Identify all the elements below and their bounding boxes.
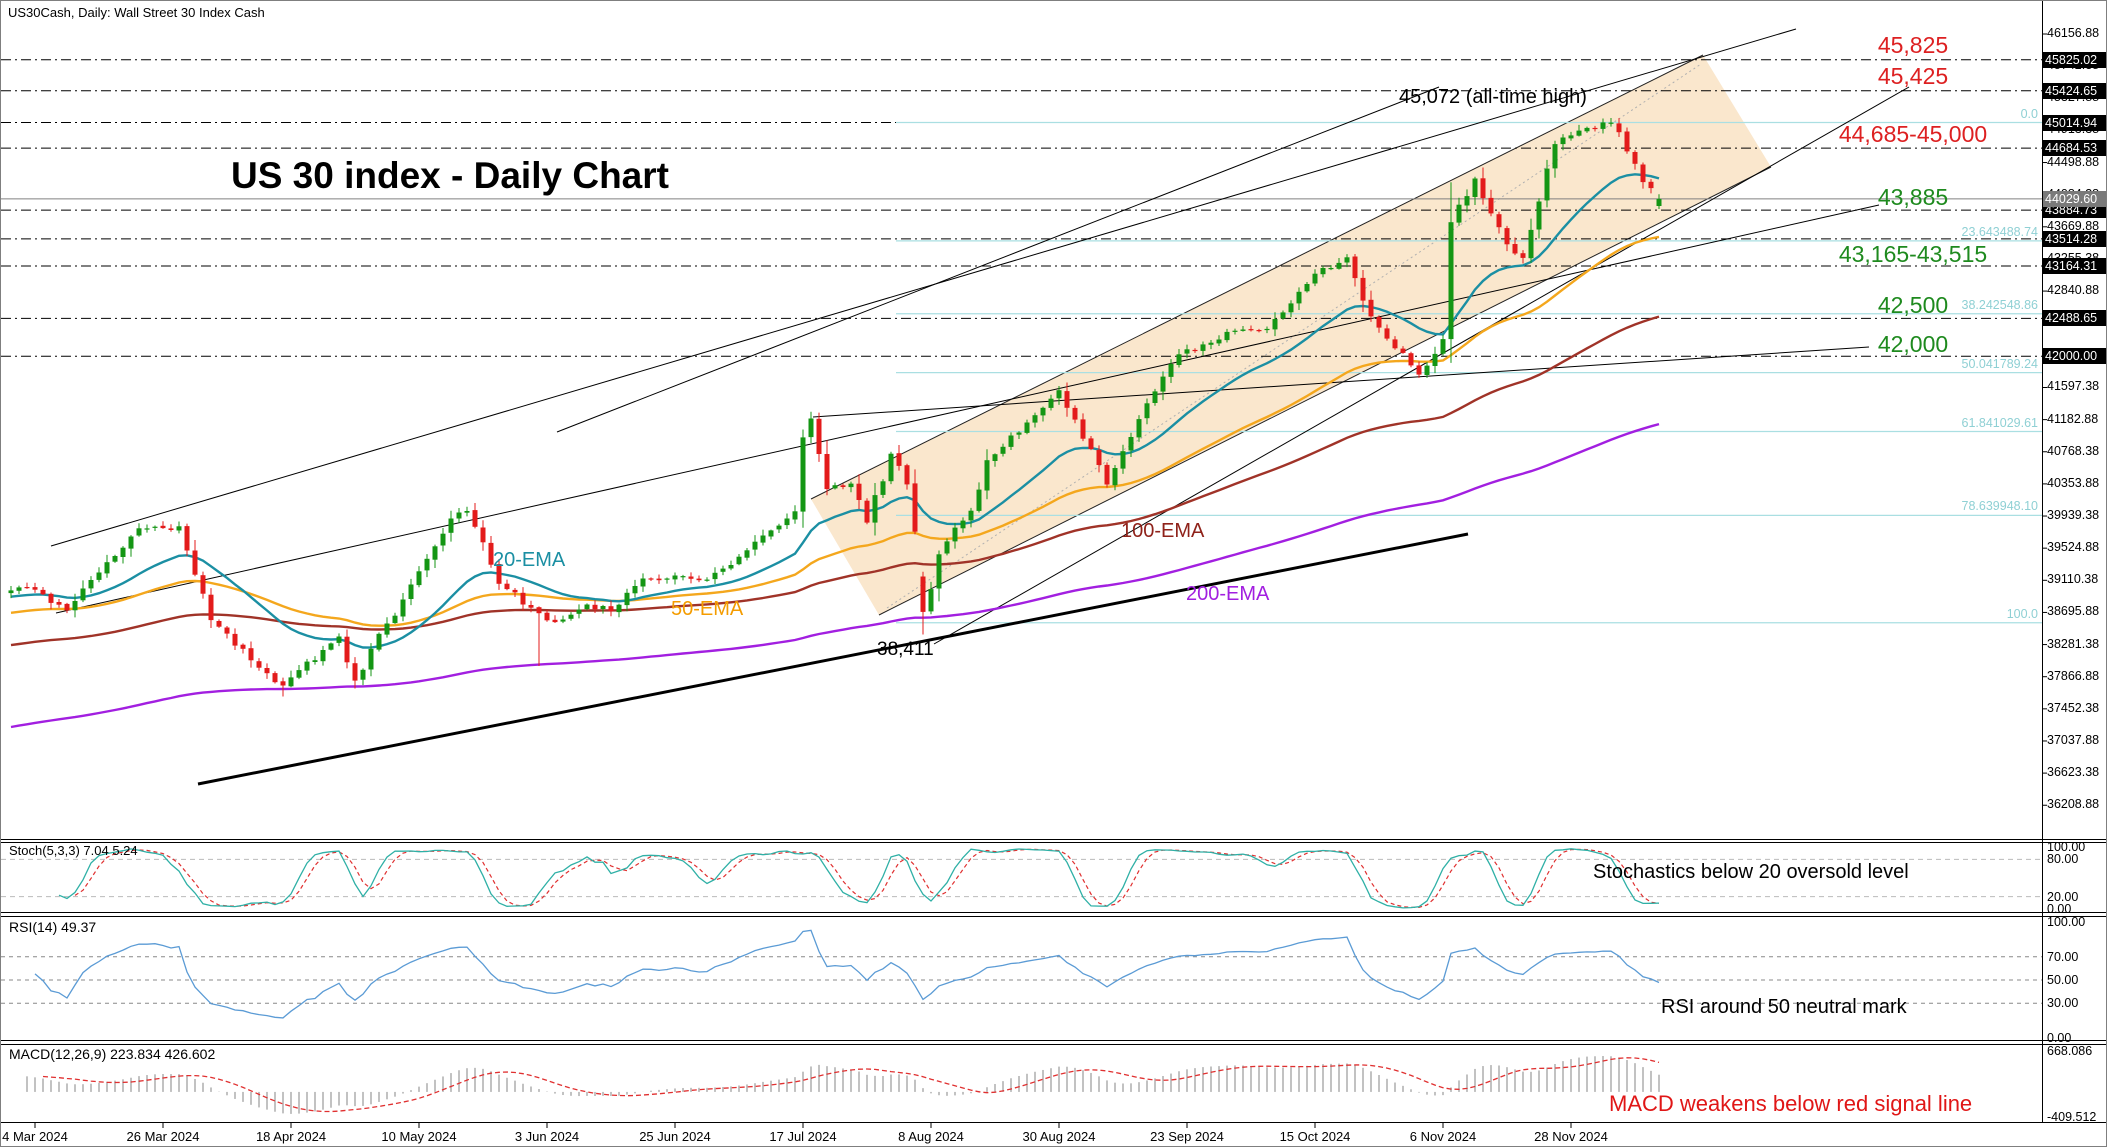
fib-level-label: 100.0 [2006, 606, 2038, 621]
ema50-label: 50-EMA [671, 598, 744, 620]
price-tick-label: 40768.38 [2047, 443, 2100, 458]
price-tick-label: 46156.88 [2047, 26, 2100, 40]
date-axis-label: 15 Oct 2024 [1279, 1129, 1351, 1144]
fib-level-label: 23.643488.74 [1961, 224, 2038, 239]
fib-level-label: 50.041789.24 [1961, 356, 2038, 371]
ema20-label: 20-EMA [493, 549, 566, 571]
support-label: 43,885 [1877, 184, 1949, 211]
price-tick-label: 37866.88 [2047, 668, 2100, 683]
price-tick-label: 40353.88 [2047, 475, 2100, 490]
support-label: 42,000 [1877, 331, 1949, 358]
price-tick-label: 42840.88 [2047, 283, 2100, 298]
price-level-box: 43164.31 [2043, 258, 2106, 274]
date-axis-label: 8 Aug 2024 [898, 1129, 964, 1144]
fib-level-label: 78.639948.10 [1961, 499, 2038, 514]
date-axis-label: 28 Nov 2024 [1534, 1129, 1608, 1144]
stoch-pane-label: Stoch(5,3,3) 7.04 5.24 [9, 843, 138, 858]
price-tick-label: 41597.38 [2047, 379, 2100, 394]
rsi-axis-label: 30.00 [2047, 996, 2079, 1011]
support-label: 42,500 [1877, 292, 1949, 319]
price-level-box: 45825.02 [2043, 51, 2106, 68]
price-level-box: 45014.94 [2043, 114, 2106, 131]
price-level-box: 44684.53 [2043, 140, 2106, 157]
date-axis-label: 18 Apr 2024 [255, 1129, 327, 1144]
resistance-label: 45,825 [1877, 31, 1949, 58]
date-axis-label: 3 Jun 2024 [514, 1129, 580, 1144]
price-tick-label: 36623.38 [2047, 765, 2100, 780]
price-tick-label: 41182.88 [2047, 411, 2099, 426]
fib-level-label: 61.841029.61 [1961, 415, 2038, 430]
stoch-axis-label: 100.00 [2047, 840, 2086, 854]
macd-annotation: MACD weakens below red signal line [1609, 1091, 1973, 1116]
support-label: 43,165-43,515 [1838, 240, 1988, 267]
price-tick-label: 39110.38 [2047, 572, 2099, 587]
august-low-annotation: 38,411 [877, 639, 934, 660]
date-axis-label: 10 May 2024 [381, 1129, 457, 1144]
date-axis-label: 26 Mar 2024 [126, 1129, 200, 1144]
current-price-box: 44029.60 [2043, 190, 2106, 207]
price-level-box: 43514.28 [2043, 230, 2106, 247]
rsi-axis-label: 0.00 [2047, 1031, 2072, 1045]
date-axis-label: 4 Mar 2024 [2, 1129, 68, 1144]
price-tick-label: 39524.88 [2047, 540, 2100, 555]
stoch-axis-label: 80.00 [2047, 852, 2079, 867]
price-level-box: 42488.65 [2043, 310, 2106, 327]
stoch-axis-label: 20.00 [2047, 889, 2079, 904]
stoch-axis-label: 0.00 [2047, 902, 2072, 916]
price-tick-label: 37037.88 [2047, 732, 2100, 747]
price-tick-label: 38281.38 [2047, 636, 2100, 651]
price-level-box: 42000.00 [2043, 348, 2106, 365]
date-axis-label: 23 Sep 2024 [1150, 1129, 1224, 1144]
price-level-box: 45424.65 [2043, 82, 2106, 99]
rsi-pane-label: RSI(14) 49.37 [9, 919, 97, 935]
price-tick-label: 43669.88 [2047, 218, 2100, 233]
date-axis-label: 6 Nov 2024 [1409, 1129, 1477, 1144]
date-axis-label: 17 Jul 2024 [769, 1129, 837, 1144]
macd-axis-label: -409.512 [2047, 1110, 2097, 1124]
price-tick-label: 38695.88 [2047, 604, 2100, 619]
resistance-label: 44,685-45,000 [1838, 121, 1988, 148]
price-tick-label: 39939.38 [2047, 508, 2100, 523]
rsi-annotation: RSI around 50 neutral mark [1661, 996, 1907, 1018]
resistance-label: 45,425 [1877, 62, 1949, 89]
symbol-title: US30Cash, Daily: Wall Street 30 Index Ca… [8, 5, 265, 20]
ema100-label: 100-EMA [1121, 520, 1205, 542]
chart-title: US 30 index - Daily Chart [231, 155, 669, 196]
macd-axis-label: 668.086 [2047, 1044, 2093, 1058]
rsi-axis-label: 100.00 [2047, 915, 2086, 929]
date-axis-label: 30 Aug 2024 [1022, 1129, 1096, 1144]
fib-level-label: 0.0 [2020, 106, 2038, 121]
date-axis-label: 25 Jun 2024 [639, 1129, 711, 1144]
macd-pane-label: MACD(12,26,9) 223.834 426.602 [9, 1046, 216, 1062]
rsi-axis-label: 70.00 [2047, 949, 2079, 964]
price-tick-label: 36208.88 [2047, 797, 2100, 812]
fib-level-label: 38.242548.86 [1961, 297, 2038, 312]
price-tick-label: 37452.38 [2047, 700, 2100, 715]
stoch-annotation: Stochastics below 20 oversold level [1593, 861, 1909, 883]
price-tick-label: 44498.88 [2047, 154, 2100, 169]
ema200-label: 200-EMA [1186, 583, 1270, 605]
rsi-axis-label: 50.00 [2047, 973, 2079, 987]
all-time-high-annotation: 45,072 (all-time high) [1399, 86, 1587, 108]
